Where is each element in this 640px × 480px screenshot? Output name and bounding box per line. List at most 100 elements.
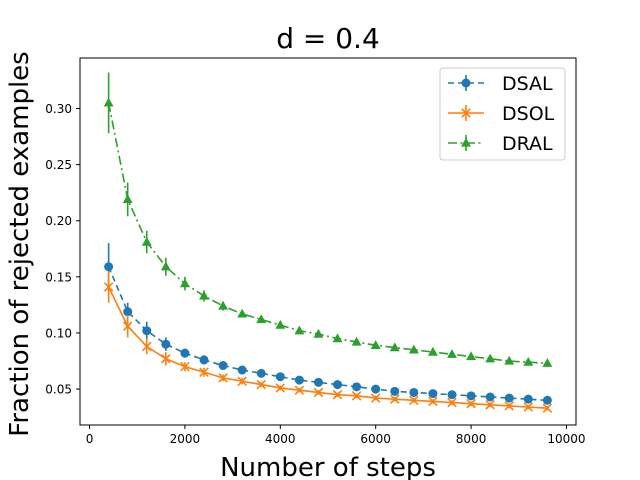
data-point (466, 391, 476, 401)
data-point (370, 340, 381, 349)
data-point (103, 97, 114, 107)
data-point (294, 375, 304, 385)
data-point (370, 393, 381, 403)
data-point (542, 395, 552, 405)
data-point (447, 349, 457, 358)
legend-marker (461, 108, 471, 118)
data-point (275, 372, 285, 382)
data-point (141, 236, 152, 246)
data-point (333, 380, 343, 390)
data-point (504, 355, 515, 365)
legend-label: DSAL (502, 73, 553, 95)
data-point (352, 382, 362, 392)
data-point (122, 321, 133, 332)
data-point (485, 353, 496, 363)
data-point (409, 395, 419, 406)
data-point (485, 400, 495, 410)
data-point (504, 393, 514, 403)
data-point (523, 356, 534, 366)
data-point (409, 387, 419, 397)
data-point (237, 365, 247, 375)
legend-entry-dral: DRAL (448, 133, 553, 155)
data-point (237, 308, 248, 318)
legend-label: DSOL (502, 103, 555, 125)
y-tick-label: 0.15 (45, 270, 72, 284)
data-point (103, 282, 114, 292)
series-line (107, 286, 548, 409)
data-point (161, 354, 171, 364)
data-point (542, 403, 553, 413)
data-point (447, 390, 457, 400)
y-tick-label: 0.30 (45, 102, 72, 116)
data-point (523, 402, 534, 412)
series-line (107, 102, 548, 365)
data-point (485, 392, 495, 402)
y-tick-label: 0.20 (45, 214, 72, 228)
y-axis-label: Fraction of rejected examples (5, 51, 35, 436)
data-point (160, 261, 171, 271)
data-point (542, 358, 553, 367)
x-tick-label: 6000 (360, 432, 391, 446)
data-point (123, 307, 133, 317)
data-point (447, 397, 457, 408)
data-point (294, 325, 305, 335)
data-point (199, 290, 209, 300)
x-tick-label: 8000 (456, 432, 487, 446)
data-point (256, 368, 266, 378)
data-point (313, 328, 324, 338)
x-tick-label: 0 (86, 432, 94, 446)
series-dral (103, 72, 553, 367)
data-point (427, 346, 438, 356)
data-point (199, 367, 209, 378)
data-point (371, 384, 381, 394)
data-point (390, 394, 400, 404)
legend-label: DRAL (502, 133, 553, 155)
data-point (104, 262, 114, 272)
data-point (256, 314, 267, 324)
data-point (142, 326, 152, 336)
data-point (466, 351, 477, 361)
data-point (313, 377, 323, 387)
x-tick-label: 4000 (265, 432, 296, 446)
data-point (523, 394, 533, 404)
data-point (466, 398, 476, 409)
series-line (107, 266, 548, 402)
legend-marker (461, 137, 471, 147)
data-point (351, 336, 362, 346)
data-point (237, 376, 247, 386)
chart-title: d = 0.4 (276, 22, 380, 55)
data-point (332, 389, 343, 400)
data-point (408, 344, 419, 354)
data-point (180, 361, 190, 372)
legend-entry-dsal: DSAL (448, 73, 553, 95)
plot-frame (79, 57, 577, 426)
y-tick-label: 0.05 (45, 383, 72, 397)
legend-marker (461, 78, 471, 88)
y-tick-label: 0.25 (45, 158, 72, 172)
legend: DSAL DSOL DRAL (439, 67, 566, 161)
data-point (199, 355, 209, 365)
data-point (332, 333, 343, 343)
y-tick-label: 0.10 (45, 326, 72, 340)
data-point (390, 386, 400, 396)
data-point (504, 401, 514, 411)
data-point (142, 341, 152, 352)
data-point (122, 194, 133, 204)
data-point (275, 319, 286, 329)
x-axis-label: Number of steps (220, 453, 436, 480)
data-point (218, 373, 228, 383)
data-point (161, 339, 171, 349)
data-point (389, 342, 400, 352)
data-point (313, 387, 324, 398)
data-point (294, 385, 305, 395)
x-tick-label: 10000 (547, 432, 585, 446)
legend-box (439, 67, 566, 161)
data-point (275, 383, 286, 393)
x-tick-label: 2000 (170, 432, 201, 446)
data-point (428, 389, 438, 399)
data-point (218, 300, 229, 310)
data-point (218, 361, 228, 371)
data-point (179, 278, 190, 288)
series-dsal (104, 243, 552, 405)
legend-entry-dsol: DSOL (448, 103, 555, 125)
